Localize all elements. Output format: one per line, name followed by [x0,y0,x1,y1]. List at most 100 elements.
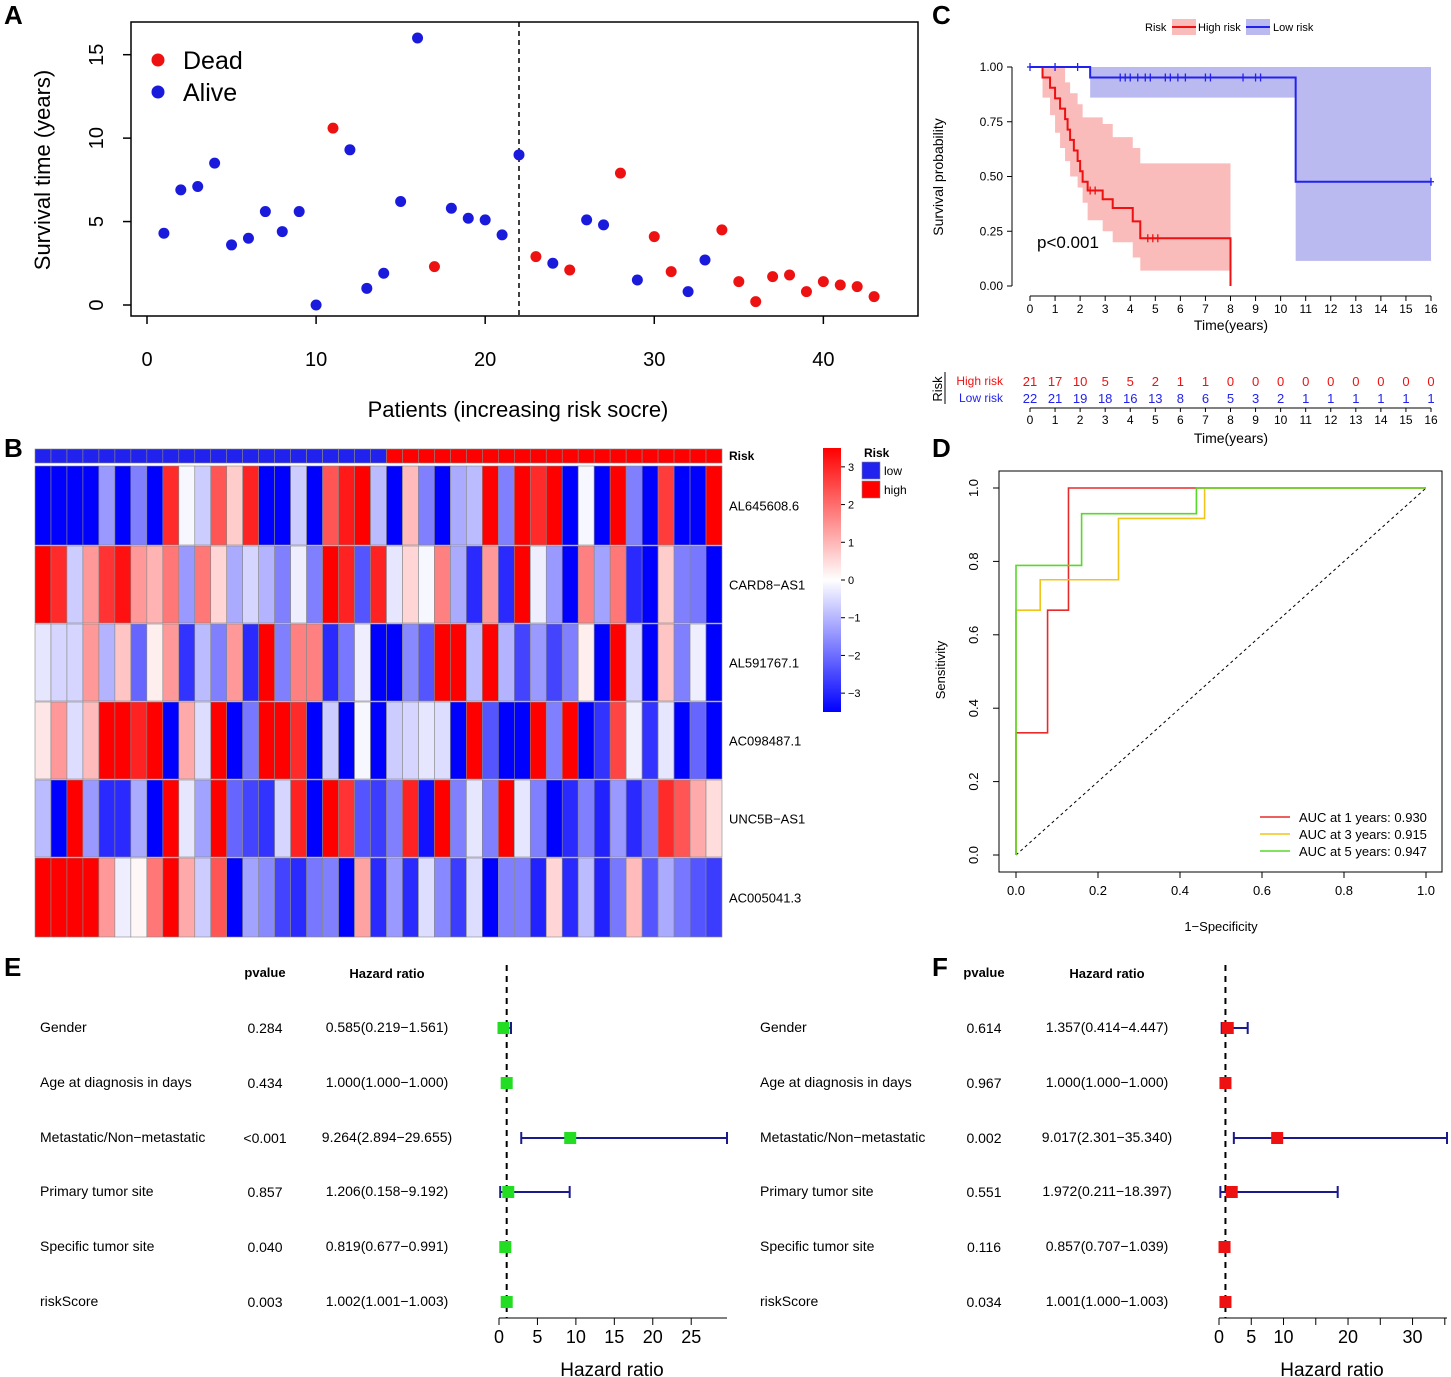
data-point [192,181,204,193]
legend-label-low: Low risk [1273,22,1314,34]
scale-tick-label: 1 [848,537,854,549]
heatmap-cell [609,779,627,858]
heatmap-cell [242,545,259,624]
risk-table-count: 5 [1127,374,1134,389]
heatmap-cell [673,701,691,780]
heatmap-cell [689,623,707,702]
data-point [158,227,170,239]
heatmap-cell [210,857,228,938]
risk-annotation-cell [146,448,164,464]
heatmap-cell [529,545,547,624]
heatmap-cell [34,545,52,624]
data-point [716,224,728,236]
heatmap-cell [561,701,579,780]
plot-frame [998,470,1443,873]
heatmap-cell [370,701,387,780]
heatmap-cell [545,465,563,546]
heatmap-cell [514,465,531,546]
heatmap-cell [609,545,627,624]
heatmap-cell [66,857,84,938]
legend-label: Dead [183,47,243,75]
risk-annotation-cell [689,448,707,464]
risk-table-count: 5 [1102,374,1109,389]
heatmap-cell [657,857,675,938]
heatmap-cell [625,857,643,938]
risk-annotation-cell [498,448,515,464]
heatmap-cell [593,701,611,780]
risk-annotation-label: Risk [729,449,755,463]
heatmap-cell [114,701,132,780]
heatmap-cell [66,465,84,546]
heatmap-cell [258,701,275,780]
heatmap-cell [242,779,259,858]
heatmap-cell [657,545,675,624]
heatmap-cell [577,857,595,938]
risk-table-x-tick-label: 1 [1052,413,1059,427]
pvalue-value: 0.434 [247,1075,282,1091]
risk-table-x-tick-label: 14 [1374,413,1388,427]
heatmap-cell [322,857,339,938]
hazard-ratio-marker [1219,1296,1232,1308]
pvalue-value: 0.116 [967,1239,1001,1255]
heatmap-cell [82,701,100,780]
data-point [834,279,846,291]
gene-label: CARD8−AS1 [729,578,805,593]
risk-table-count: 21 [1023,374,1037,389]
data-point [293,206,305,218]
heatmap-cell [689,701,707,780]
heatmap-cell [146,623,164,702]
heatmap-cell [402,465,419,546]
heatmap-cell [130,465,148,546]
data-point [851,281,863,293]
hazard-ratio-value: 0.819(0.677−0.991) [326,1238,449,1254]
risk-table-count: 10 [1073,374,1087,389]
risk-annotation-cell [705,448,723,464]
heatmap-cell [82,545,100,624]
heatmap-cell [641,701,659,780]
risk-table-x-tick-label: 9 [1252,413,1259,427]
data-point [378,267,390,279]
heatmap-cell [194,545,212,624]
hazard-ratio-value: 1.001(1.000−1.003) [1046,1293,1169,1309]
heatmap-cell [290,465,307,546]
x-tick-label: 40 [812,349,834,371]
panel-f-forest: pvalue Hazard ratio Gender 0.614 1.357(0.414… [760,965,1448,1377]
heatmap-cell [322,701,339,780]
heatmap-cell [545,545,563,624]
heatmap-cell [242,857,259,938]
panel-label-e: E [4,952,21,982]
heatmap-cell [210,779,228,858]
heatmap-cell [210,701,228,780]
y-tick-label: 0.2 [966,773,981,791]
hazard-ratio-value: 0.857(0.707−1.039) [1046,1238,1169,1254]
heatmap-cell [561,623,579,702]
heatmap-cell [689,779,707,858]
data-point [412,32,424,44]
heatmap-cell [338,465,355,546]
heatmap-cell [338,701,355,780]
heatmap-cell [705,779,723,858]
heatmap-cell [625,465,643,546]
heatmap-cell [226,545,243,624]
heatmap-cell [482,623,499,702]
heatmap-cell [609,857,627,938]
data-point [445,202,457,214]
data-point [784,269,796,281]
data-point [310,299,322,311]
hazard-ratio-marker [502,1186,515,1198]
heatmap-cell [114,779,132,858]
y-axis-label: Survival time (years) [30,70,55,270]
risk-annotation-cell [545,448,563,464]
data-point [428,261,440,273]
heatmap-cell [577,623,595,702]
x-tick-label: 0.2 [1089,883,1107,898]
heatmap-cell [130,623,148,702]
data-point [513,149,525,161]
p-value-label: p<0.001 [1037,233,1099,252]
x-tick-label: 10 [1274,302,1288,316]
y-tick-label: 0.75 [980,115,1004,129]
risk-annotation-cell [226,448,243,464]
heatmap-cell [66,545,84,624]
gene-label: AL645608.6 [729,499,799,514]
